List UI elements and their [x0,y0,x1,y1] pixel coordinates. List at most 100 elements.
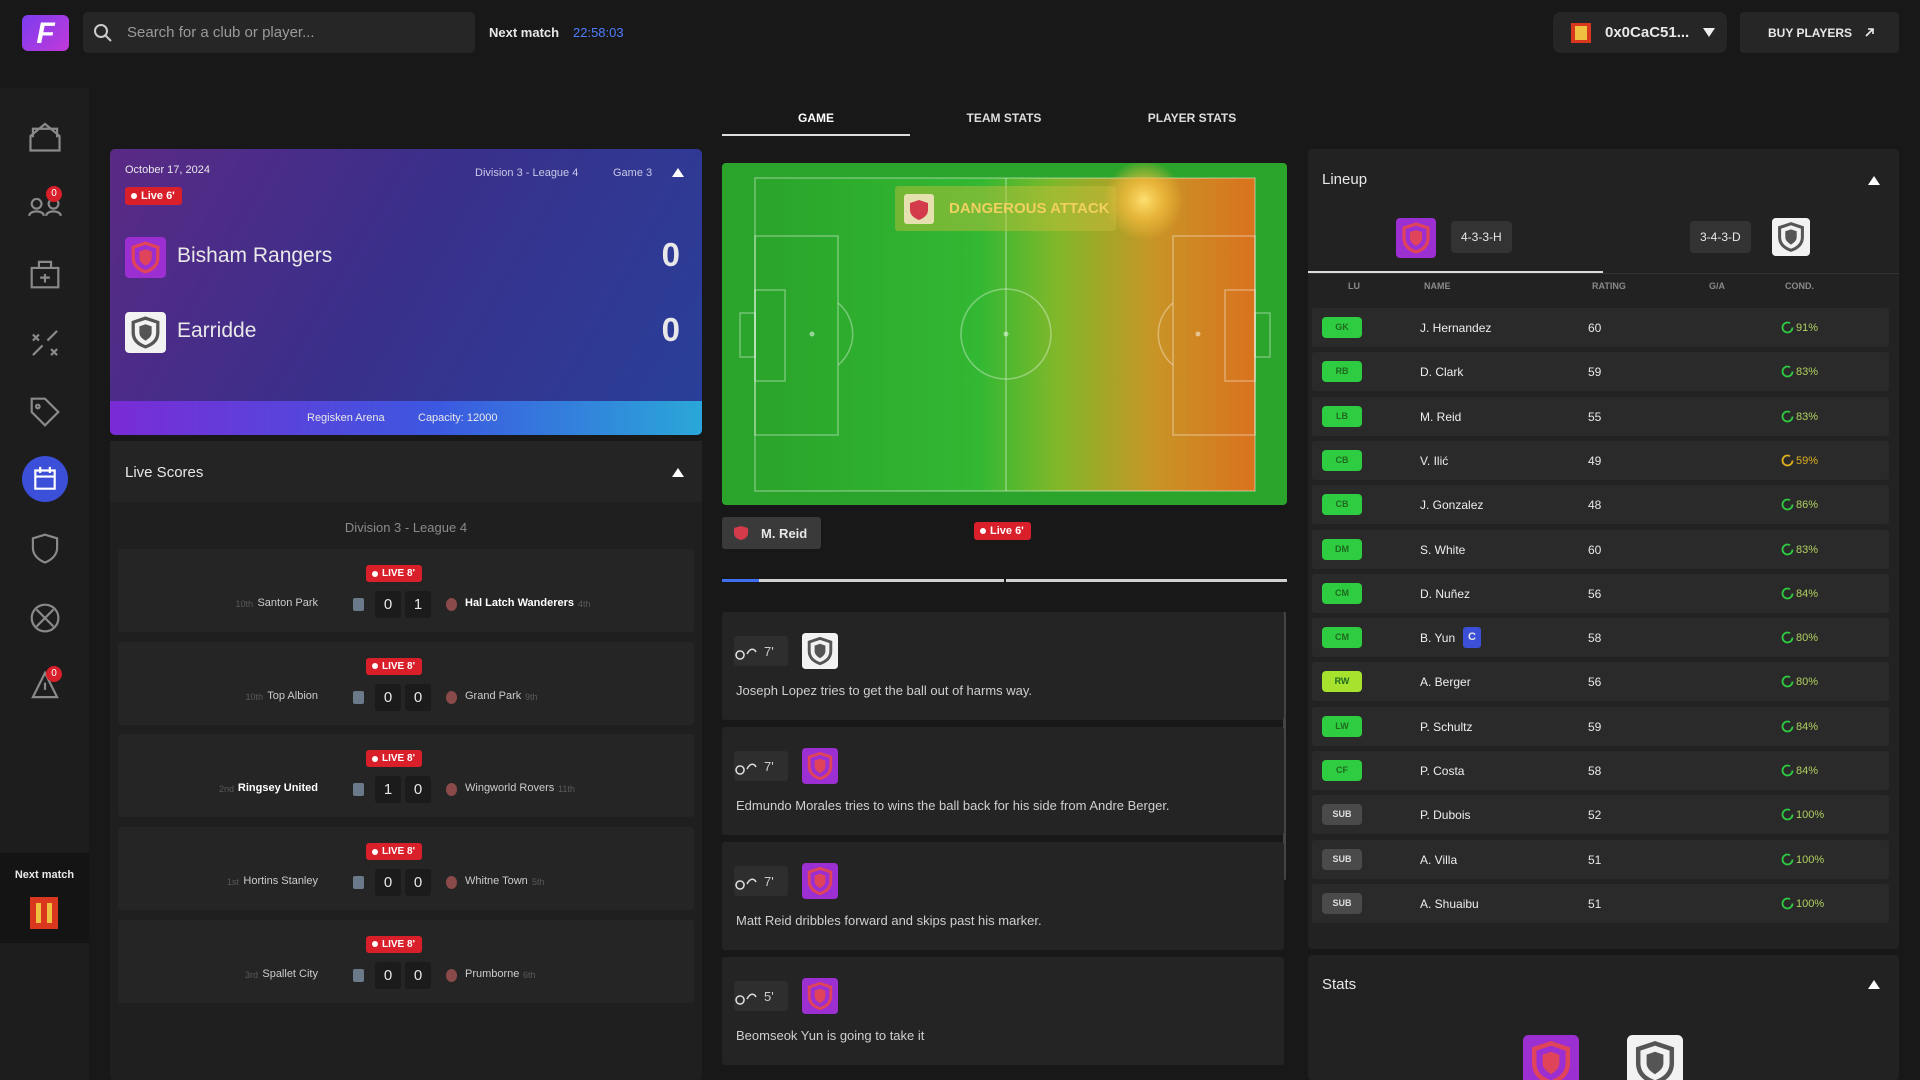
event-glyph [735,648,757,660]
lineup-row: SUB P. Dubois 52 100% [1312,795,1889,835]
collapse-icon[interactable] [672,468,684,477]
home-score: 0 [375,683,401,711]
crest-shield [131,241,160,274]
sidebar-icon[interactable] [22,113,68,159]
search-icon [94,24,112,42]
event-crest [910,200,928,220]
away-rank: 6th [523,969,536,980]
sidebar-icon[interactable] [22,320,68,366]
venue-capacity: Capacity: 12000 [418,412,498,424]
event-minute: 7' [764,759,774,774]
search-box[interactable]: Search for a club or player... [83,12,475,53]
live-pill: LIVE 8' [366,565,422,582]
tab[interactable]: GAME [722,100,910,136]
crest-core [139,324,152,341]
tab-bar: GAME TEAM STATS PLAYER STATS [722,100,1287,136]
buy-players-button[interactable]: BUY PLAYERS [1740,12,1899,53]
crest [125,312,166,353]
collapse-icon[interactable] [1868,176,1880,185]
position-pill: LB [1322,405,1362,427]
event-glyph-path [735,993,757,1005]
wallet-address: 0x0CaC51... [1605,24,1690,41]
lineup-home-crest [1396,218,1436,263]
next-match-box[interactable]: Next match [0,853,89,943]
sidebar-icon[interactable] [22,182,68,228]
lineup-row: CB V. Ilić 49 59% [1312,440,1889,480]
away-team: Wingworld Rovers [465,782,555,795]
column-header[interactable]: LU [1348,281,1360,291]
commentary-item: 5' Beomseok Yun is going to take it [722,957,1284,1065]
lineup-row: CM D. Nuñez 56 84% [1312,573,1889,613]
home-score: 0 [375,591,401,618]
position-pill: LW [1322,715,1362,737]
sidebar-icon[interactable] [22,389,68,435]
lineup-row: RB D. Clark 59 83% [1312,352,1889,392]
event-text: DANGEROUS ATTACK [949,200,1110,217]
away-formation[interactable]: 3-4-3-D [1690,221,1751,253]
collapse-icon[interactable] [672,168,684,177]
away-score: 0 [405,961,431,989]
crest-core [814,988,826,1004]
sidebar-icon-path [31,533,59,564]
condition-arc [1781,853,1794,865]
pitch: DANGEROUS ATTACK [722,163,1287,505]
stats-panel: Stats [1308,955,1899,1080]
sidebar-icon-svg [31,533,59,564]
sidebar-icon[interactable] [22,251,68,297]
home-team: Spallet City [262,967,318,980]
collapse-icon[interactable] [1868,980,1880,989]
condition-icon [1781,498,1794,516]
condition-ring [1781,853,1794,865]
crest [1396,218,1436,258]
lineup-row: CM B. Yun C 58 80% [1312,618,1889,658]
tab[interactable]: TEAM STATS [910,100,1098,136]
crest [802,748,838,784]
wallet-button[interactable]: 0x0CaC51... [1553,12,1727,53]
position-pill: GK [1322,317,1362,338]
sidebar-icon-path [28,197,62,217]
sidebar-icon[interactable] [22,525,68,571]
sidebar-icon[interactable] [22,595,68,641]
away-score: 0 [405,683,431,711]
column-header: COND. [1785,281,1814,291]
penalty-spot-left [809,331,815,337]
event-glyph-path [735,763,757,775]
live-pill: LIVE 8' [366,843,422,861]
ball-glow [1104,163,1184,240]
condition-ring [1781,587,1794,600]
notification-badge: 0 [46,186,62,202]
penalty-arc-right [1157,302,1174,366]
notification-badge: 0 [46,666,62,682]
condition-arc [1781,897,1794,910]
tab-label: GAME [798,111,834,125]
away-team: Grand Park [465,689,522,702]
penalty-arc-left [837,302,854,366]
home-formation[interactable]: 4-3-3-H [1451,221,1512,253]
condition-arc [1781,410,1794,422]
crest-shield [807,636,833,666]
sidebar-icon[interactable] [22,456,68,502]
position-pill: DM [1322,538,1362,560]
crest-core [814,643,826,659]
sidebar-icon-svg [31,670,59,699]
collapse-shape [1868,980,1880,989]
score-row: LIVE 8' 2nd Ringsey United 1 0 Wingworld Rove… [118,734,694,818]
commentary-text: Edmundo Morales tries to wins the ball b… [736,798,1170,813]
home-score: 0 [375,869,401,897]
logo[interactable]: F [22,15,69,51]
crest-core [1410,230,1422,246]
tab[interactable]: PLAYER STATS [1098,100,1286,136]
home-club-dot [353,598,364,611]
sidebar-icon-path [30,603,60,633]
away-club-dot [446,876,457,890]
live-scores-header: Live Scores [110,441,702,502]
position-pill: SUB [1322,804,1362,826]
position-pill: CM [1322,627,1362,649]
center-circle [960,288,1052,380]
condition-value: 83% [1796,410,1819,423]
home-rank: 10th [235,599,253,609]
condition-ring [1781,454,1794,467]
away-club-dot [446,783,457,797]
sidebar-icon[interactable] [22,662,68,708]
condition-value: 84% [1796,765,1819,777]
